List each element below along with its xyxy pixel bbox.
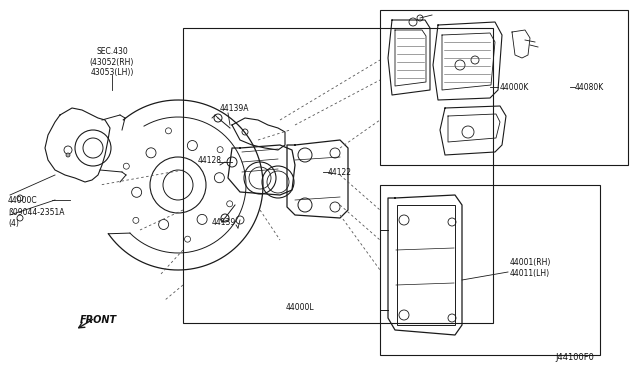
Text: 44139: 44139 bbox=[212, 218, 236, 227]
Bar bbox=[183, 28, 493, 323]
Text: SEC.430
(43052(RH)
43053(LH)): SEC.430 (43052(RH) 43053(LH)) bbox=[90, 47, 134, 77]
Text: 44128: 44128 bbox=[198, 155, 222, 164]
Text: 44122: 44122 bbox=[328, 167, 352, 176]
Text: 44080K: 44080K bbox=[575, 83, 604, 92]
Circle shape bbox=[66, 153, 70, 157]
Text: 44000K: 44000K bbox=[500, 83, 529, 92]
Bar bbox=[397, 205, 455, 325]
Text: J44100F0: J44100F0 bbox=[555, 353, 594, 362]
Text: ß09044-2351A
(4): ß09044-2351A (4) bbox=[8, 208, 65, 228]
Text: 44000C: 44000C bbox=[8, 196, 38, 205]
Bar bbox=[380, 10, 628, 165]
Text: 44139A: 44139A bbox=[220, 103, 250, 112]
Text: 44000L: 44000L bbox=[285, 304, 314, 312]
Bar bbox=[380, 185, 600, 355]
Text: FRONT: FRONT bbox=[80, 315, 117, 325]
Text: 44001(RH)
44011(LH): 44001(RH) 44011(LH) bbox=[510, 258, 552, 278]
